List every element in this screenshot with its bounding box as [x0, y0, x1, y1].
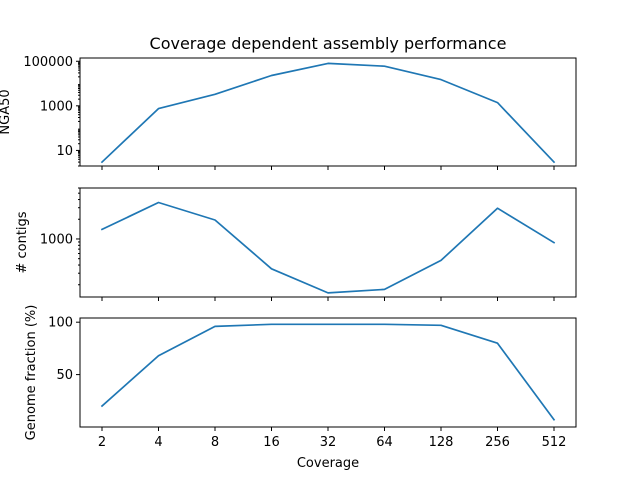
x-tick-label: 32 [320, 435, 337, 450]
data-point [158, 202, 160, 204]
y-axis-label: NGA50 [0, 89, 13, 134]
data-point [101, 161, 103, 163]
x-tick-label: 2 [98, 435, 106, 450]
subplot-1: 10 1000 100000 NGA50 [0, 55, 577, 170]
data-point [384, 65, 386, 67]
data-point [497, 102, 499, 104]
data-point [214, 326, 216, 328]
series-line-3 [100, 323, 556, 421]
data-point [440, 260, 442, 262]
y-tick-label: 1000 [40, 99, 73, 114]
data-point [327, 63, 329, 65]
data-point [553, 419, 555, 421]
data-point [327, 323, 329, 325]
y-tick-label: 1000 [40, 232, 73, 247]
y-axis-label: # contigs [15, 211, 30, 273]
data-point [271, 75, 273, 77]
series-line-2 [100, 201, 556, 294]
data-point [214, 219, 216, 221]
y-axis-label: Genome fraction (%) [24, 305, 39, 441]
data-point [101, 229, 103, 231]
data-point [384, 289, 386, 291]
data-point [553, 161, 555, 163]
subplot-2: 1000 # contigs [15, 187, 577, 301]
data-point [440, 325, 442, 327]
y-tick-label: 100000 [23, 55, 73, 70]
data-point [497, 342, 499, 344]
data-point [553, 242, 555, 244]
y-tick-label: 100 [48, 316, 73, 331]
subplot-3: 50 100 Genome fraction (%) 2 4 8 16 32 64 128 256 5… [24, 305, 577, 450]
data-point [101, 405, 103, 407]
x-tick-label: 128 [429, 435, 454, 450]
data-point [440, 79, 442, 81]
x-tick-label: 16 [263, 435, 280, 450]
x-tick-label: 64 [376, 435, 393, 450]
data-point [271, 268, 273, 270]
subplot-3-frame [79, 317, 577, 428]
x-tick-label: 256 [485, 435, 510, 450]
data-point [384, 323, 386, 325]
data-point [158, 355, 160, 357]
y-tick-label: 10 [56, 144, 73, 159]
x-tick-label: 4 [154, 435, 162, 450]
x-axis-label: Coverage [297, 456, 359, 471]
series-line-1 [100, 62, 556, 164]
x-tick-label: 512 [542, 435, 567, 450]
y-tick-label: 50 [56, 368, 73, 383]
data-point [327, 292, 329, 294]
chart-title: Coverage dependent assembly performance [150, 34, 507, 53]
x-tick-label: 8 [211, 435, 219, 450]
data-point [158, 108, 160, 110]
data-point [271, 323, 273, 325]
data-point [497, 207, 499, 209]
data-point [214, 93, 216, 95]
